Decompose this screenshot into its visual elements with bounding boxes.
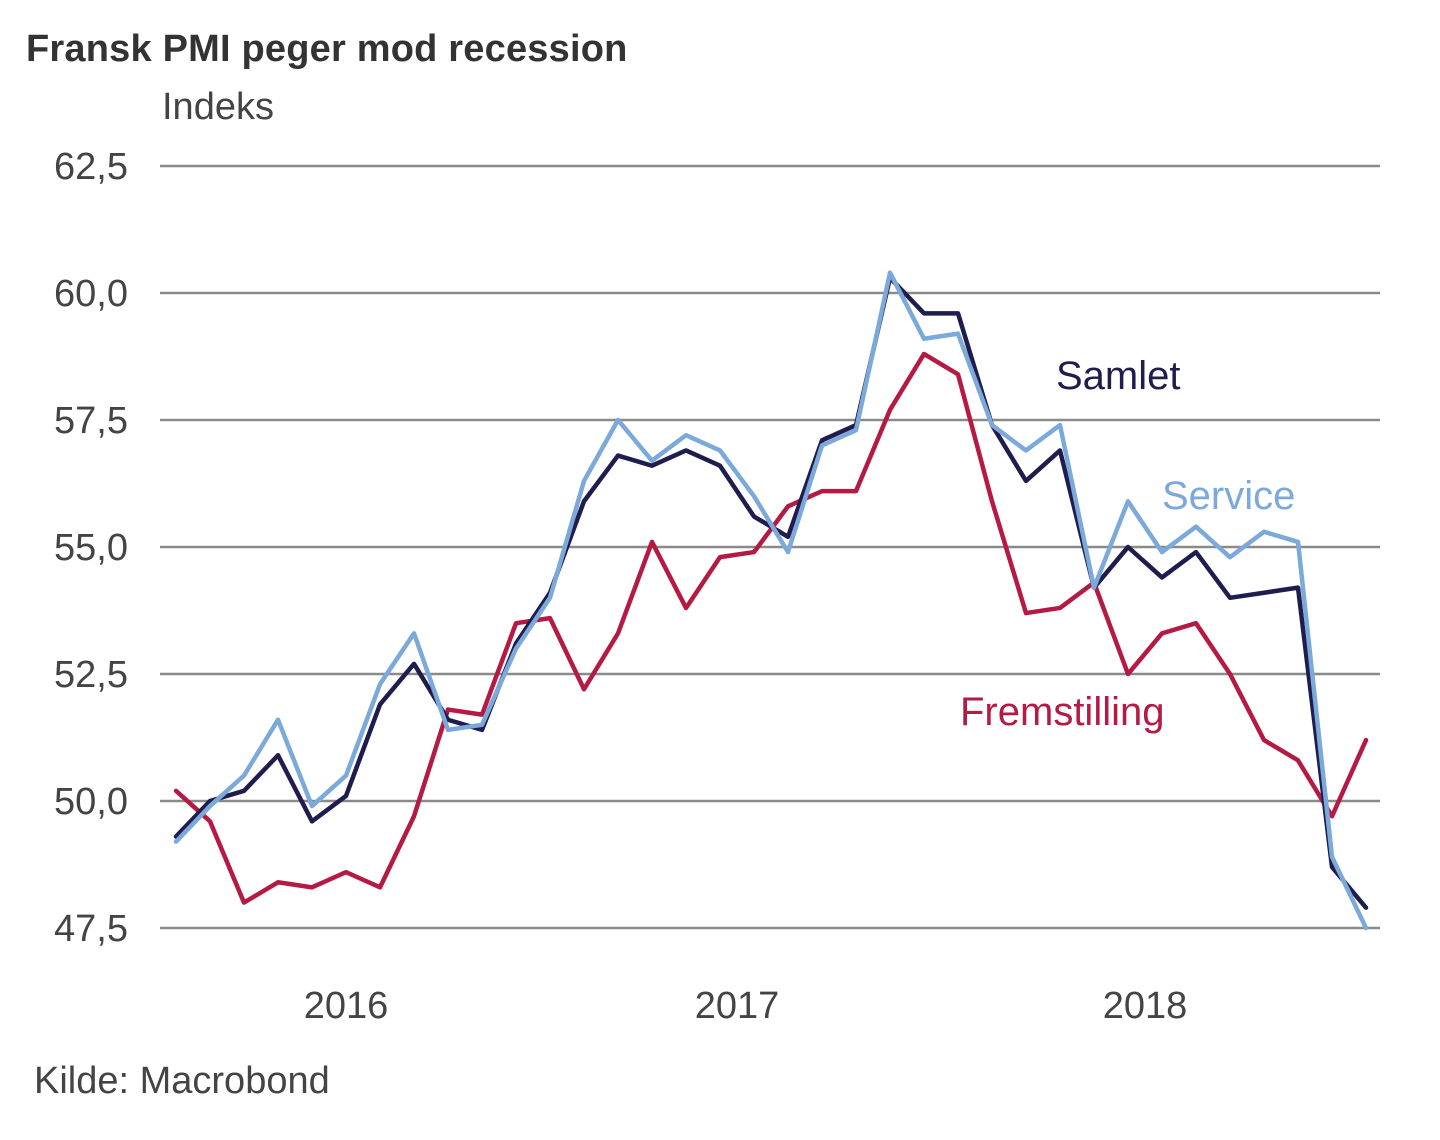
x-tick-label: 2017	[695, 985, 780, 1027]
chart-title: Fransk PMI peger mod recession	[26, 28, 628, 70]
x-tick-label: 2016	[304, 985, 389, 1027]
y-axis-ticks: 47,5 50,0 52,5 55,0 57,5 60,0 62,5	[54, 146, 128, 950]
series-label-service: Service	[1162, 474, 1295, 518]
series-line-samlet	[173, 275, 1369, 910]
series-labels: Samlet Service Fremstilling	[960, 354, 1295, 734]
y-tick-label: 50,0	[54, 781, 128, 823]
series-line-fremstilling	[173, 351, 1369, 905]
x-tick-label: 2018	[1103, 985, 1188, 1027]
y-tick-label: 60,0	[54, 273, 128, 315]
x-axis-ticks: 2016 2017 2018	[304, 985, 1188, 1027]
series-line-service	[173, 270, 1369, 931]
y-tick-label: 47,5	[54, 908, 128, 950]
series-label-samlet: Samlet	[1056, 354, 1181, 398]
gridlines	[160, 164, 1380, 930]
series-label-fremstilling: Fremstilling	[960, 690, 1164, 734]
y-tick-label: 52,5	[54, 654, 128, 696]
source-note: Kilde: Macrobond	[34, 1060, 330, 1102]
y-tick-label: 55,0	[54, 527, 128, 569]
y-axis-unit-label: Indeks	[162, 86, 274, 128]
y-tick-label: 62,5	[54, 146, 128, 188]
series-lines	[173, 270, 1369, 931]
y-tick-label: 57,5	[54, 400, 128, 442]
